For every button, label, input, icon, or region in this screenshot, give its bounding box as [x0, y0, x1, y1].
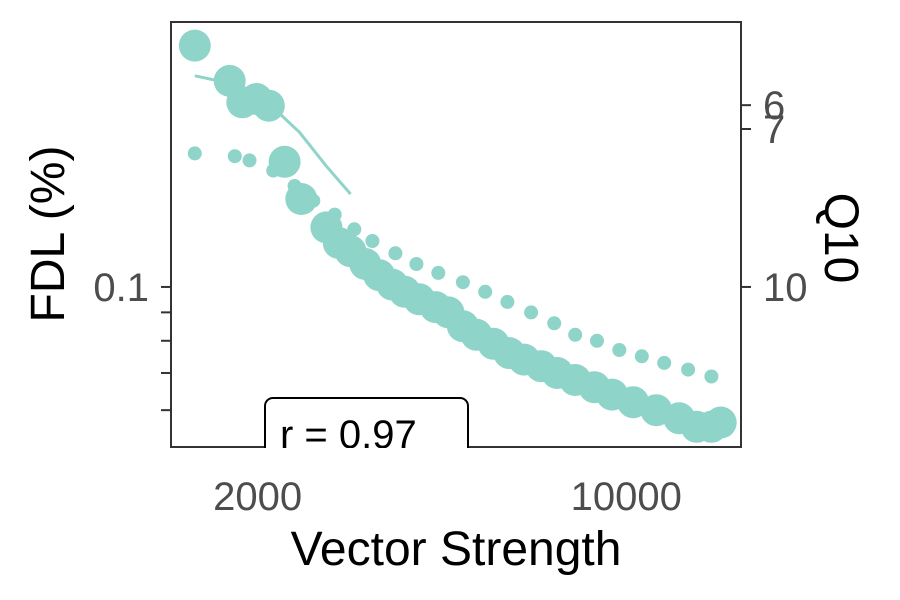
y-axis-title: FDL (%) [22, 146, 75, 323]
large-point-32 [704, 406, 737, 439]
small-point-20 [634, 349, 649, 364]
small-point-8 [365, 234, 380, 248]
small-point-23 [704, 369, 719, 384]
small-point-12 [455, 275, 470, 290]
axis-layer: 0.1 67 10 [93, 84, 808, 457]
y2-tick-label-2: 10 [763, 266, 808, 310]
large-point-5 [268, 145, 301, 178]
small-point-21 [657, 355, 672, 370]
x-tick-labels: 2000 10000 [213, 475, 682, 519]
y2-axis-title: Q10 [814, 193, 867, 284]
x-tick-label-0: 2000 [213, 475, 302, 519]
x-tick-label-1: 10000 [571, 475, 682, 519]
small-point-19 [612, 343, 627, 357]
large-point-6 [285, 183, 318, 215]
small-point-2 [242, 153, 257, 168]
small-point-1 [227, 149, 242, 164]
y2-tick-label-0: 6 [763, 84, 785, 128]
small-point-13 [478, 284, 493, 299]
small-point-22 [681, 362, 696, 377]
small-point-17 [568, 327, 583, 342]
y-tick-label-0: 0.1 [93, 266, 149, 310]
small-point-11 [431, 265, 446, 280]
small-point-0 [187, 146, 202, 161]
large-point-0 [178, 29, 211, 62]
small-point-15 [524, 305, 539, 320]
small-point-16 [547, 316, 562, 331]
small-point-9 [388, 246, 403, 261]
label-layer: Vector Strength FDL (%) Q10 [22, 146, 867, 576]
annotation-clip [0, 448, 900, 600]
small-point-18 [590, 333, 604, 348]
x-axis-title: Vector Strength [291, 523, 622, 576]
large-point-4 [252, 89, 285, 122]
y2-tick-label-1: 7 [763, 108, 785, 152]
small-point-10 [409, 257, 424, 271]
series-layer [178, 29, 737, 443]
small-point-14 [500, 294, 515, 309]
